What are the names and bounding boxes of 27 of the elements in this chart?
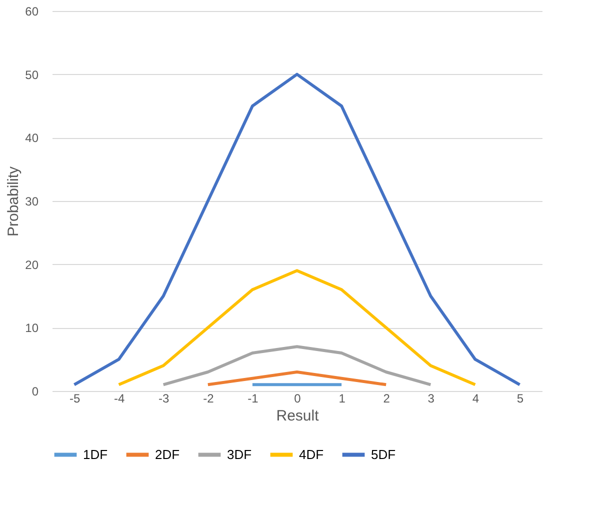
line-series bbox=[162, 345, 432, 386]
x-tick-label: -3 bbox=[158, 392, 170, 406]
y-tick-label: 20 bbox=[25, 258, 39, 272]
x-tick-label: 0 bbox=[294, 392, 302, 406]
line-series bbox=[72, 72, 522, 386]
legend-label: 5DF bbox=[371, 446, 396, 462]
x-tick-label: -1 bbox=[248, 392, 259, 406]
x-tick-label: -4 bbox=[114, 392, 125, 406]
x-tick-label: 2 bbox=[383, 392, 390, 406]
x-tick-label: 3 bbox=[428, 392, 435, 406]
x-tick-label: 4 bbox=[472, 392, 480, 406]
legend-label: 2DF bbox=[155, 446, 180, 462]
legend-label: 4DF bbox=[299, 446, 324, 462]
x-tick-label: 1 bbox=[338, 392, 346, 406]
legend-label: 3DF bbox=[227, 446, 252, 462]
x-axis-title: Result bbox=[276, 408, 320, 424]
line-series bbox=[117, 269, 477, 386]
x-tick-label: -2 bbox=[203, 392, 214, 406]
x-tick-label: 5 bbox=[516, 392, 524, 406]
legend-label: 1DF bbox=[83, 446, 108, 462]
y-tick-label: 50 bbox=[25, 68, 39, 82]
y-axis-title: Probability bbox=[5, 166, 22, 237]
y-tick-label: 60 bbox=[25, 4, 39, 18]
y-tick-label: 10 bbox=[25, 321, 39, 336]
x-tick-label: -5 bbox=[69, 392, 80, 406]
y-tick-label: 40 bbox=[25, 131, 39, 146]
y-tick-label: 30 bbox=[25, 194, 39, 208]
